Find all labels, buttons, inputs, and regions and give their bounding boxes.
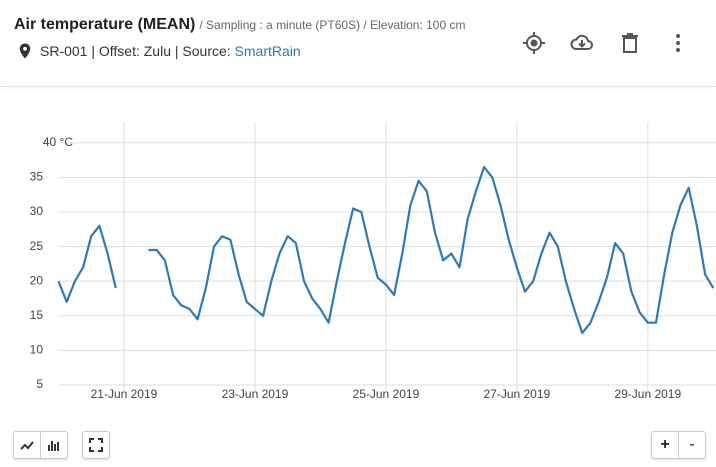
meta-row: SR-001 | Offset: Zulu | Source: SmartRai… [40,43,301,59]
chart: 5 10 15 20 25 30 35 40 °C 21-Jun 2019 23-Jun 2019… [30,122,716,401]
x-tick-label: 25-Jun 2019 [353,387,420,401]
fullscreen-button[interactable] [83,432,109,458]
title: Air temperature (MEAN) [14,16,196,33]
delete-button[interactable] [622,33,638,53]
y-tick-label: 25 [30,239,44,253]
subtitle: / Sampling : a minute (PT60S) / Elevatio… [199,18,466,32]
bar-mode-button[interactable] [40,432,67,458]
zoom-group: + - [651,431,706,459]
zoom-out-button[interactable]: - [678,432,705,458]
fullscreen-group [82,431,110,459]
x-tick-label: 29-Jun 2019 [614,387,681,401]
y-tick-label: 35 [30,170,44,184]
y-tick-label: 15 [30,308,44,322]
location-icon [19,43,31,59]
x-tick-label: 27-Jun 2019 [483,387,550,401]
title-row: Air temperature (MEAN) / Sampling : a min… [14,16,465,34]
chart-type-group [13,431,68,459]
source-link[interactable]: SmartRain [234,43,301,59]
download-button[interactable] [570,34,593,50]
x-tick-label: 23-Jun 2019 [222,387,289,401]
toolbar [523,32,680,54]
y-tick-label: 40 °C [43,135,73,149]
zoom-in-button[interactable]: + [660,436,670,453]
meta: SR-001 | Offset: Zulu | Source: [40,43,231,59]
x-tick-label: 21-Jun 2019 [91,387,158,401]
y-tick-label: 20 [30,273,44,287]
y-tick-label: 10 [30,343,44,357]
locate-button[interactable] [523,32,545,54]
y-tick-label: 30 [30,204,44,218]
more-button[interactable] [676,34,680,52]
header: Air temperature (MEAN) / Sampling : a min… [0,0,716,87]
y-tick-label: 5 [36,377,43,391]
data-line [57,165,715,335]
line-mode-button[interactable] [14,432,40,458]
